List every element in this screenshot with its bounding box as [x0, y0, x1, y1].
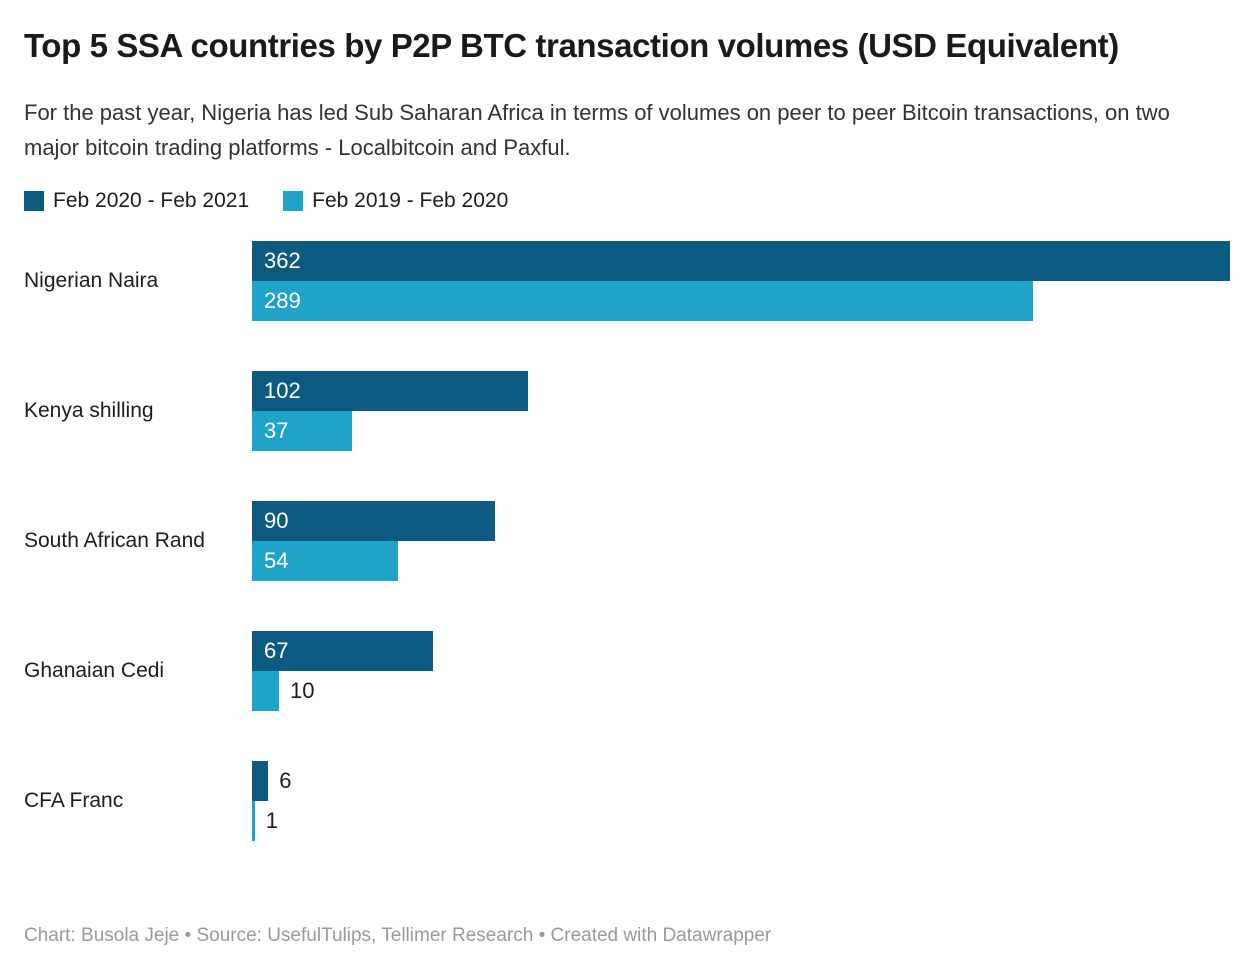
- legend: Feb 2020 - Feb 2021 Feb 2019 - Feb 2020: [24, 188, 1230, 214]
- bar-track: 10: [252, 671, 1230, 711]
- bar-series-2: [252, 281, 1033, 321]
- bar-track: 90: [252, 501, 1230, 541]
- chart-row: South African Rand 90 54: [24, 501, 1230, 581]
- category-label: CFA Franc: [24, 789, 124, 812]
- legend-item: Feb 2019 - Feb 2020: [283, 189, 508, 213]
- legend-swatch-icon: [24, 191, 44, 211]
- bar-series-1: [252, 371, 528, 411]
- bar-track: 37: [252, 411, 1230, 451]
- bar-series-1: [252, 761, 269, 801]
- value-label: 90: [264, 508, 289, 533]
- bar-series-1: [252, 631, 433, 671]
- value-label: 1: [265, 808, 278, 833]
- bar-track: 1: [252, 801, 1230, 841]
- bar-series-2: [252, 671, 280, 711]
- bar-group: 102 37: [252, 371, 1230, 451]
- value-label: 362: [264, 248, 301, 273]
- category-label: Ghanaian Cedi: [24, 659, 165, 682]
- chart-row: Kenya shilling 102 37: [24, 371, 1230, 451]
- category-label: Nigerian Naira: [24, 269, 159, 292]
- category-label: South African Rand: [24, 529, 205, 552]
- legend-label: Feb 2019 - Feb 2020: [312, 189, 509, 212]
- value-label: 54: [264, 548, 289, 573]
- bar-track: 362: [252, 241, 1230, 281]
- chart-row: CFA Franc 6 1: [24, 761, 1230, 841]
- bar-series-2: [252, 411, 352, 451]
- bar-series-1: [252, 501, 496, 541]
- bar-track: 102: [252, 371, 1230, 411]
- category-label: Kenya shilling: [24, 399, 154, 422]
- legend-label: Feb 2020 - Feb 2021: [53, 189, 250, 212]
- chart-subtitle: For the past year, Nigeria has led Sub S…: [24, 100, 1170, 160]
- bar-group: 90 54: [252, 501, 1230, 581]
- bar-track: 289: [252, 281, 1230, 321]
- chart-title: Top 5 SSA countries by P2P BTC transacti…: [24, 27, 1119, 64]
- chart-footer: Chart: Busola Jeje • Source: UsefulTulip…: [24, 925, 772, 946]
- bar-series-1: [252, 241, 1230, 281]
- chart-row: Ghanaian Cedi 67 10: [24, 631, 1230, 711]
- bar-track: 67: [252, 631, 1230, 671]
- value-label: 102: [264, 378, 301, 403]
- bar-track: 6: [252, 761, 1230, 801]
- bar-series-2: [252, 801, 255, 841]
- bar-group: 362 289: [252, 241, 1230, 321]
- value-label: 6: [279, 768, 292, 793]
- chart-row: Nigerian Naira 362 289: [24, 241, 1230, 321]
- value-label: 289: [264, 288, 301, 313]
- bar-group: 67 10: [252, 631, 1230, 711]
- value-label: 37: [264, 418, 289, 443]
- bar-series-2: [252, 541, 398, 581]
- bar-chart: Nigerian Naira 362 289 Kenya shilling 102 37 S…: [24, 241, 1230, 841]
- legend-item: Feb 2020 - Feb 2021: [24, 189, 249, 213]
- bar-track: 54: [252, 541, 1230, 581]
- value-label: 67: [264, 638, 289, 663]
- legend-swatch-icon: [283, 191, 304, 211]
- value-label: 10: [290, 678, 315, 703]
